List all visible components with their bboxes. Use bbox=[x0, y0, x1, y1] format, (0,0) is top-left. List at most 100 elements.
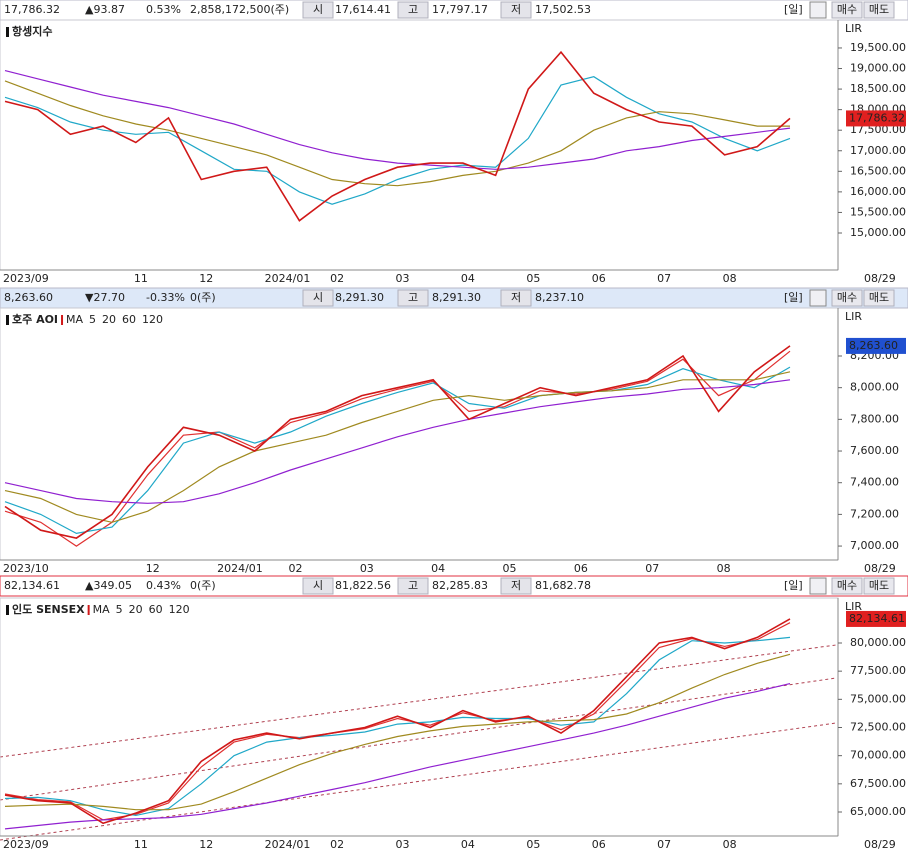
ma-line bbox=[4, 653, 791, 811]
x-tick-label: 04 bbox=[461, 838, 475, 851]
x-tick-label: 03 bbox=[396, 272, 410, 285]
quote-volume: 0(주) bbox=[190, 291, 216, 304]
price-box bbox=[846, 337, 906, 354]
x-end-label: 08/29 bbox=[864, 562, 896, 575]
y-tick-label: 7,400.00 bbox=[850, 476, 899, 489]
settings-icon[interactable] bbox=[809, 1, 827, 19]
button-label[interactable]: 매도 bbox=[869, 291, 889, 304]
button bbox=[863, 289, 895, 307]
quote-change-pct: 0.43% bbox=[146, 579, 181, 592]
label-cell bbox=[397, 289, 429, 307]
quote-high: 17,797.17 bbox=[432, 3, 488, 16]
x-tick-label: 08 bbox=[723, 838, 737, 851]
button-label[interactable]: 매도 bbox=[869, 3, 889, 16]
quote-price: 8,263.60 bbox=[4, 291, 53, 304]
legend-entry: 60 bbox=[122, 313, 136, 326]
y-tick-label: 15,500.00 bbox=[850, 205, 906, 218]
button-label[interactable]: 매수 bbox=[837, 3, 857, 16]
x-tick-label: 2024/01 bbox=[265, 838, 311, 851]
x-tick-label: 06 bbox=[592, 838, 606, 851]
label-cell bbox=[302, 577, 334, 595]
legend-entry: 20 bbox=[102, 313, 116, 326]
price-box bbox=[846, 610, 906, 627]
quote-high-label: 고 bbox=[408, 3, 418, 16]
button bbox=[863, 1, 895, 19]
quote-open-label: 시 bbox=[313, 291, 323, 304]
y-tick-label: 67,500.00 bbox=[850, 777, 906, 790]
title-marker bbox=[6, 315, 9, 325]
y-tick-label: 80,000.00 bbox=[850, 636, 906, 649]
axis-badge: LIR bbox=[845, 22, 862, 35]
ma-line bbox=[4, 80, 790, 187]
x-tick-label: 02 bbox=[330, 272, 344, 285]
x-tick-label: 08 bbox=[717, 562, 731, 575]
label-cell bbox=[500, 577, 532, 595]
y-tick-label: 15,000.00 bbox=[850, 226, 906, 239]
chart-title: 항셍지수 bbox=[12, 24, 52, 38]
legend-entry: 120 bbox=[169, 603, 190, 616]
button-label[interactable]: 매도 bbox=[869, 579, 889, 592]
quote-period: [일] bbox=[784, 2, 803, 16]
x-tick-label: 2023/09 bbox=[3, 838, 49, 851]
legend-title: MA bbox=[66, 313, 83, 326]
y-tick-label: 7,800.00 bbox=[850, 412, 899, 425]
price-line bbox=[4, 618, 791, 825]
y-tick-label: 16,500.00 bbox=[850, 164, 906, 177]
x-tick-label: 2024/01 bbox=[217, 562, 263, 575]
y-tick-label: 17,000.00 bbox=[850, 144, 906, 157]
title-marker bbox=[6, 605, 9, 615]
title-marker bbox=[6, 27, 9, 37]
x-tick-label: 02 bbox=[330, 838, 344, 851]
x-tick-label: 05 bbox=[526, 838, 540, 851]
x-tick-label: 12 bbox=[199, 838, 213, 851]
y-tick-label: 17,500.00 bbox=[850, 123, 906, 136]
x-tick-label: 04 bbox=[461, 272, 475, 285]
trend-line bbox=[0, 677, 837, 801]
quote-low-label: 저 bbox=[511, 579, 521, 592]
ma-line bbox=[4, 379, 791, 504]
quote-open: 8,291.30 bbox=[335, 291, 384, 304]
button-label[interactable]: 매수 bbox=[837, 579, 857, 592]
button-label[interactable]: 매수 bbox=[837, 291, 857, 304]
y-tick-label: 7,600.00 bbox=[850, 444, 899, 457]
quote-low-label: 저 bbox=[511, 3, 521, 16]
x-tick-label: 12 bbox=[199, 272, 213, 285]
quote-high-label: 고 bbox=[408, 579, 418, 592]
plot-frame bbox=[0, 307, 839, 561]
label-cell bbox=[397, 577, 429, 595]
price-box-label: 17,786.32 bbox=[849, 111, 905, 124]
ma-line bbox=[4, 683, 791, 830]
x-end-label: 08/29 bbox=[864, 838, 896, 851]
plot-frame bbox=[0, 597, 839, 837]
quote-high: 82,285.83 bbox=[432, 579, 488, 592]
x-tick-label: 07 bbox=[645, 562, 659, 575]
x-end-label: 08/29 bbox=[864, 272, 896, 285]
label-cell bbox=[500, 289, 532, 307]
button bbox=[831, 1, 863, 19]
quote-open-label: 시 bbox=[313, 579, 323, 592]
ma-line bbox=[4, 350, 791, 547]
settings-icon[interactable] bbox=[809, 577, 827, 595]
y-tick-label: 65,000.00 bbox=[850, 805, 906, 818]
button bbox=[863, 577, 895, 595]
legend-title: MA bbox=[93, 603, 110, 616]
x-tick-label: 07 bbox=[657, 272, 671, 285]
y-tick-label: 19,000.00 bbox=[850, 62, 906, 75]
y-tick-label: 7,200.00 bbox=[850, 507, 899, 520]
price-box-label: 8,263.60 bbox=[849, 339, 898, 352]
y-tick-label: 70,000.00 bbox=[850, 749, 906, 762]
y-tick-label: 75,000.00 bbox=[850, 692, 906, 705]
quote-change-pct: 0.53% bbox=[146, 3, 181, 16]
y-tick-label: 72,500.00 bbox=[850, 720, 906, 733]
trend-line bbox=[0, 644, 837, 758]
price-box bbox=[846, 110, 906, 127]
quote-low: 8,237.10 bbox=[535, 291, 584, 304]
x-tick-label: 03 bbox=[396, 838, 410, 851]
legend-entry: 20 bbox=[129, 603, 143, 616]
trend-line bbox=[0, 722, 837, 841]
x-tick-label: 2024/01 bbox=[265, 272, 311, 285]
legend-entry: 5 bbox=[89, 313, 96, 326]
settings-icon[interactable] bbox=[809, 289, 827, 307]
